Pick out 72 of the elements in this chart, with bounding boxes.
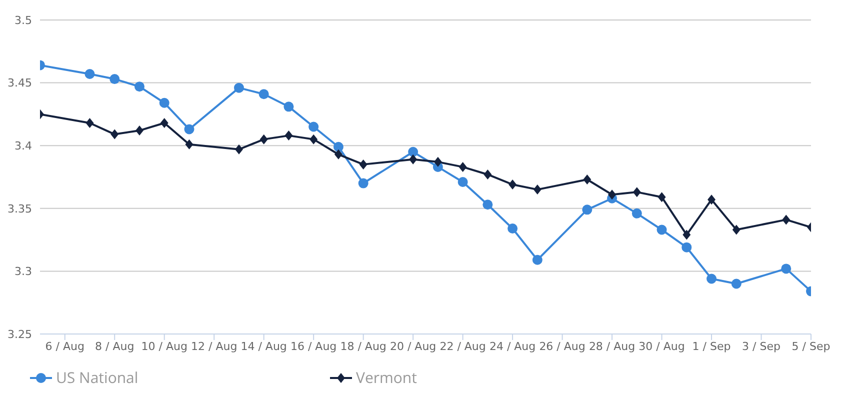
point <box>782 214 790 225</box>
point <box>508 180 517 190</box>
point <box>533 184 542 195</box>
point <box>333 142 344 152</box>
point <box>234 144 243 154</box>
legend-label: Vermont <box>356 368 417 388</box>
point <box>658 192 666 202</box>
point <box>706 274 717 284</box>
point <box>632 208 642 218</box>
point <box>308 122 319 132</box>
x-tick-label: 16 / Aug <box>290 340 337 353</box>
point <box>682 242 692 252</box>
y-tick-label: 3.35 <box>8 202 32 216</box>
x-tick-label: 8 / Aug <box>95 340 134 353</box>
point <box>110 74 120 84</box>
point <box>160 118 168 128</box>
x-tick-label: 3 / Sep <box>742 340 780 353</box>
point <box>656 224 667 235</box>
point <box>135 126 144 136</box>
x-tick-label: 14 / Aug <box>240 340 287 353</box>
x-tick-label: 30 / Aug <box>638 340 685 353</box>
point <box>310 134 318 144</box>
point <box>458 177 468 188</box>
x-tick-label: 5 / Sep <box>792 340 830 353</box>
point <box>284 130 293 141</box>
y-tick-label: 3.4 <box>14 140 32 153</box>
point <box>358 178 368 188</box>
point <box>408 146 418 157</box>
point <box>159 98 170 108</box>
point <box>731 278 742 289</box>
point <box>110 129 119 140</box>
y-tick-label: 3.45 <box>8 76 32 90</box>
point <box>234 82 244 93</box>
point <box>334 149 342 160</box>
point <box>84 69 95 80</box>
point <box>409 154 418 164</box>
x-tick-label: 24 / Aug <box>489 340 536 353</box>
point <box>184 124 194 134</box>
y-tick-label: 3.5 <box>14 14 32 27</box>
x-tick-label: 6 / Aug <box>45 340 84 353</box>
point <box>458 162 467 172</box>
x-tick-label: 1 / Sep <box>692 340 731 353</box>
point <box>608 190 616 200</box>
x-tick-label: 18 / Aug <box>340 340 386 353</box>
x-tick-label: 22 / Aug <box>440 340 486 353</box>
point <box>484 169 492 180</box>
point <box>185 139 194 150</box>
legend-label: US National <box>56 368 138 388</box>
x-tick-label: 28 / Aug <box>588 340 636 353</box>
point <box>284 102 294 112</box>
point <box>260 134 268 144</box>
x-tick-label: 20 / Aug <box>390 340 436 353</box>
point <box>359 159 368 170</box>
point <box>582 204 592 215</box>
x-tick-label: 12 / Aug <box>191 340 238 353</box>
point <box>532 254 542 265</box>
point <box>708 194 716 205</box>
point <box>434 156 442 167</box>
point <box>583 174 592 185</box>
point <box>86 118 94 128</box>
x-tick-label: 10 / Aug <box>141 340 188 353</box>
x-tick-label: 26 / Aug <box>539 340 586 353</box>
point <box>508 223 518 234</box>
y-tick-label: 3.3 <box>14 265 32 278</box>
point <box>732 224 740 235</box>
point <box>134 82 144 92</box>
point <box>632 187 641 198</box>
point <box>781 264 792 274</box>
point <box>682 230 691 240</box>
point <box>482 200 493 210</box>
y-tick-label: 3.25 <box>8 328 32 341</box>
point <box>258 89 269 100</box>
